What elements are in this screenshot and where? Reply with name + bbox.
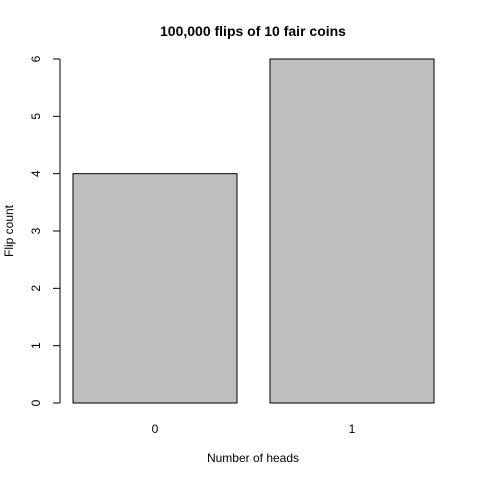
- bars-group: [72, 58, 435, 404]
- x-tick-label-1: 1: [349, 422, 356, 436]
- y-tick-label-6: 6: [29, 55, 43, 62]
- y-axis-label: Flip count: [2, 204, 16, 257]
- bar-1: [269, 58, 435, 404]
- y-axis: 0 1 2 3 4 5 6: [29, 55, 61, 406]
- y-tick-label-0: 0: [29, 399, 43, 406]
- y-tick-label-5: 5: [29, 113, 43, 120]
- y-tick-label-4: 4: [29, 170, 43, 177]
- x-tick-label-0: 0: [152, 422, 159, 436]
- x-axis-label: Number of heads: [207, 451, 299, 465]
- y-tick-label-3: 3: [29, 227, 43, 234]
- chart-title: 100,000 flips of 10 fair coins: [160, 23, 346, 39]
- bar-0: [72, 173, 238, 404]
- y-tick-label-1: 1: [29, 342, 43, 349]
- y-tick-label-2: 2: [29, 285, 43, 292]
